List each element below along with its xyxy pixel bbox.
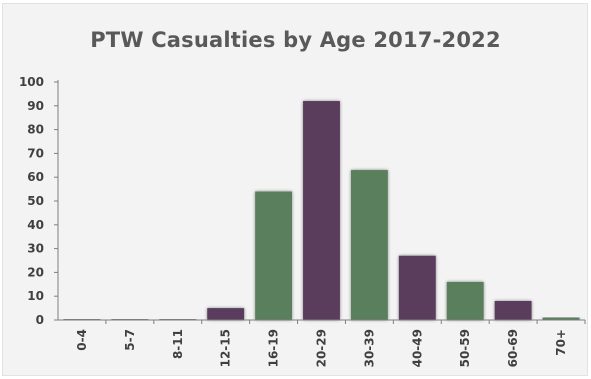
y-tick-label: 90 [27, 99, 44, 113]
bar-50-59 [446, 281, 484, 320]
bar-60-69 [494, 300, 532, 320]
x-tick-label: 20-29 [315, 329, 329, 367]
chart-panel [2, 3, 588, 376]
bar-40-49 [398, 255, 436, 320]
bars-group [63, 101, 580, 320]
x-axis: 0-4 5-7 8-11 12-15 16-19 20-29 30-39 40-49 50-59… [58, 319, 586, 367]
y-tick-label: 60 [27, 170, 44, 184]
x-tick-label: 8-11 [171, 329, 185, 359]
x-tick-label: 5-7 [123, 329, 137, 351]
x-tick-label: 0-4 [75, 329, 89, 351]
y-tick-label: 40 [27, 218, 44, 232]
x-tick-label: 12-15 [219, 329, 233, 367]
x-tick-label: 30-39 [362, 329, 376, 367]
y-tick-label: 10 [27, 289, 44, 303]
x-tick-label: 40-49 [410, 329, 424, 367]
x-tick-label: 60-69 [506, 329, 520, 367]
y-tick-label: 50 [27, 194, 44, 208]
bar-30-39 [350, 170, 388, 320]
y-axis: 0 10 20 30 40 50 60 70 80 90 100 [19, 75, 59, 327]
x-tick-label: 70+ [554, 329, 568, 356]
y-tick-label: 80 [27, 123, 44, 137]
bar-70+ [542, 317, 580, 320]
y-tick-label: 70 [27, 146, 44, 160]
chart-title: PTW Casualties by Age 2017-2022 [90, 28, 501, 52]
y-tick-label: 100 [19, 75, 44, 89]
y-tick-label: 20 [27, 265, 44, 279]
x-tick-label: 16-19 [267, 329, 281, 367]
y-tick-label: 0 [36, 313, 44, 327]
bar-16-19 [255, 191, 293, 320]
y-tick-label: 30 [27, 242, 44, 256]
bar-12-15 [207, 308, 245, 320]
bar-20-29 [303, 101, 340, 320]
x-tick-label: 50-59 [458, 329, 472, 367]
